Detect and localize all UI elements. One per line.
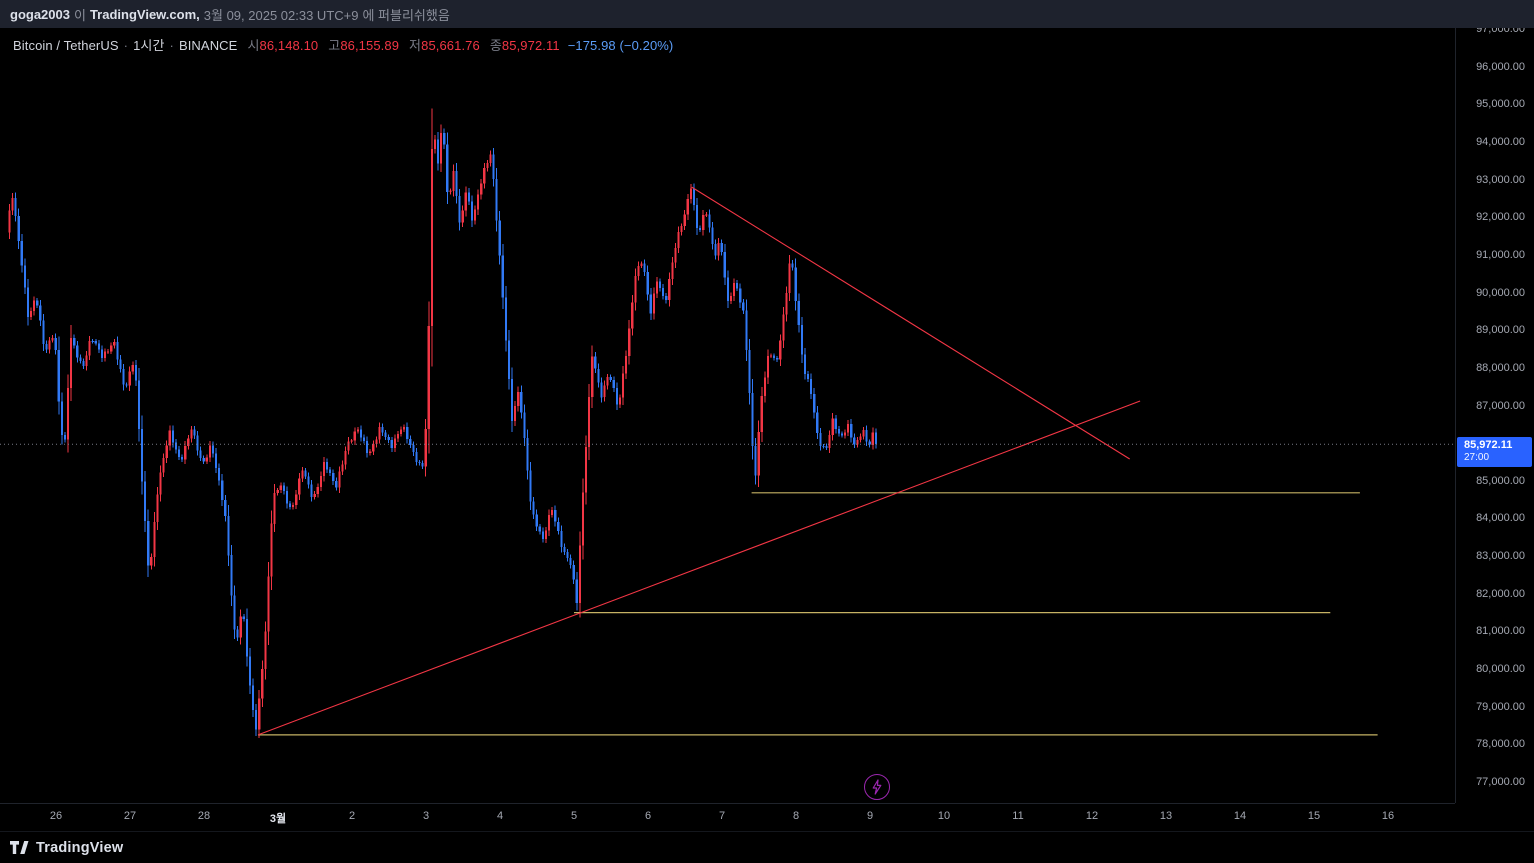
time-axis-label: 8 <box>792 810 800 822</box>
interval-label[interactable]: 1시간 <box>133 38 165 53</box>
high-value: 86,155.89 <box>340 38 400 53</box>
publish-particle: 이 <box>73 7 86 23</box>
lightning-reaction-button[interactable] <box>864 774 890 800</box>
time-axis-label: 27 <box>123 810 137 822</box>
price-axis-label: 89,000.00 <box>1476 324 1525 337</box>
time-axis-label: 16 <box>1381 810 1395 822</box>
price-axis-label: 87,000.00 <box>1476 399 1525 412</box>
time-axis-label: 5 <box>570 810 578 822</box>
publish-suffix: 에 퍼블리쉬했음 <box>362 7 450 23</box>
close-value: 85,972.11 <box>501 38 560 53</box>
time-axis-label: 28 <box>197 810 211 822</box>
time-axis-label: 7 <box>718 810 726 822</box>
candle-countdown: 27:00 <box>1464 452 1490 464</box>
time-axis-label: 3월 <box>269 813 287 825</box>
price-axis-label: 92,000.00 <box>1476 211 1525 224</box>
publish-date: 3월 09, 2025 02:33 UTC+9 <box>203 7 359 23</box>
price-axis-label: 91,000.00 <box>1476 248 1525 261</box>
price-axis-label: 84,000.00 <box>1476 512 1525 525</box>
time-axis-label: 14 <box>1233 810 1247 822</box>
price-axis-label: 95,000.00 <box>1476 98 1525 111</box>
low-value: 85,661.76 <box>421 38 480 53</box>
time-axis-label: 13 <box>1159 810 1173 822</box>
price-axis-label: 88,000.00 <box>1476 361 1525 374</box>
publisher-username[interactable]: goga2003 <box>10 6 70 22</box>
last-price-badge: 85,972.11 27:00 <box>1457 437 1532 468</box>
price-axis-label: 82,000.00 <box>1476 587 1525 600</box>
candlestick-chart[interactable] <box>0 28 1455 803</box>
symbol-legend: Bitcoin / TetherUS · 1시간 · BINANCE 시86,148.10… <box>13 35 673 54</box>
trendline[interactable] <box>691 186 1130 460</box>
lightning-icon <box>872 779 882 795</box>
time-axis-label: 9 <box>866 810 874 822</box>
symbol-title[interactable]: Bitcoin / TetherUS <box>13 38 119 53</box>
time-axis-label: 12 <box>1085 810 1099 822</box>
price-axis-label: 77,000.00 <box>1476 776 1525 788</box>
time-axis-label: 4 <box>496 810 504 822</box>
price-axis-label: 78,000.00 <box>1476 738 1525 751</box>
publish-bar: goga2003 이 TradingView.com, 3월 09, 2025 … <box>0 0 1534 28</box>
open-value: 86,148.10 <box>259 38 319 53</box>
price-axis-label: 90,000.00 <box>1476 286 1525 299</box>
site-link[interactable]: TradingView.com, <box>89 6 200 22</box>
exchange-label[interactable]: BINANCE <box>178 38 238 53</box>
low-label: 저 <box>409 38 422 53</box>
tradingview-logo-icon[interactable] <box>10 840 29 855</box>
high-label: 고 <box>328 38 341 53</box>
footer-bar: TradingView <box>0 831 1534 863</box>
time-axis-label: 3 <box>422 810 430 822</box>
candles <box>8 108 877 739</box>
drawings <box>0 186 1455 736</box>
trendline[interactable] <box>257 400 1141 736</box>
chart-area[interactable]: Bitcoin / TetherUS · 1시간 · BINANCE 시86,148.10… <box>0 23 1534 831</box>
time-axis-label: 26 <box>49 810 63 822</box>
price-axis[interactable]: 85,972.11 27:00 97,000.00 96,000.00 95,000… <box>1455 23 1534 803</box>
time-axis-label: 15 <box>1307 810 1321 822</box>
price-axis-label: 80,000.00 <box>1476 663 1525 676</box>
legend-separator: · <box>169 38 174 53</box>
tradingview-logo-text[interactable]: TradingView <box>36 839 124 856</box>
last-price-value: 85,972.11 <box>1464 439 1513 452</box>
price-axis-label: 93,000.00 <box>1476 173 1525 186</box>
legend-separator: · <box>123 38 129 53</box>
price-axis-label: 83,000.00 <box>1476 550 1525 563</box>
time-axis-label: 11 <box>1012 810 1024 822</box>
time-axis-label: 2 <box>348 810 356 822</box>
open-label: 시 <box>247 38 260 53</box>
price-axis-label: 96,000.00 <box>1476 60 1525 73</box>
price-axis-label: 79,000.00 <box>1476 700 1525 713</box>
time-axis-label: 10 <box>937 810 951 822</box>
time-axis-label: 6 <box>644 810 652 822</box>
close-label: 종 <box>489 38 502 53</box>
time-axis[interactable]: 26 27 28 3월 2 3 4 5 6 7 8 9 10 11 12 13 14 15 16 <box>0 803 1455 831</box>
price-axis-label: 85,000.00 <box>1476 474 1525 487</box>
price-axis-label: 94,000.00 <box>1476 135 1525 148</box>
price-axis-label: 81,000.00 <box>1476 625 1525 638</box>
change-value: −175.98 (−0.20%) <box>567 38 674 53</box>
